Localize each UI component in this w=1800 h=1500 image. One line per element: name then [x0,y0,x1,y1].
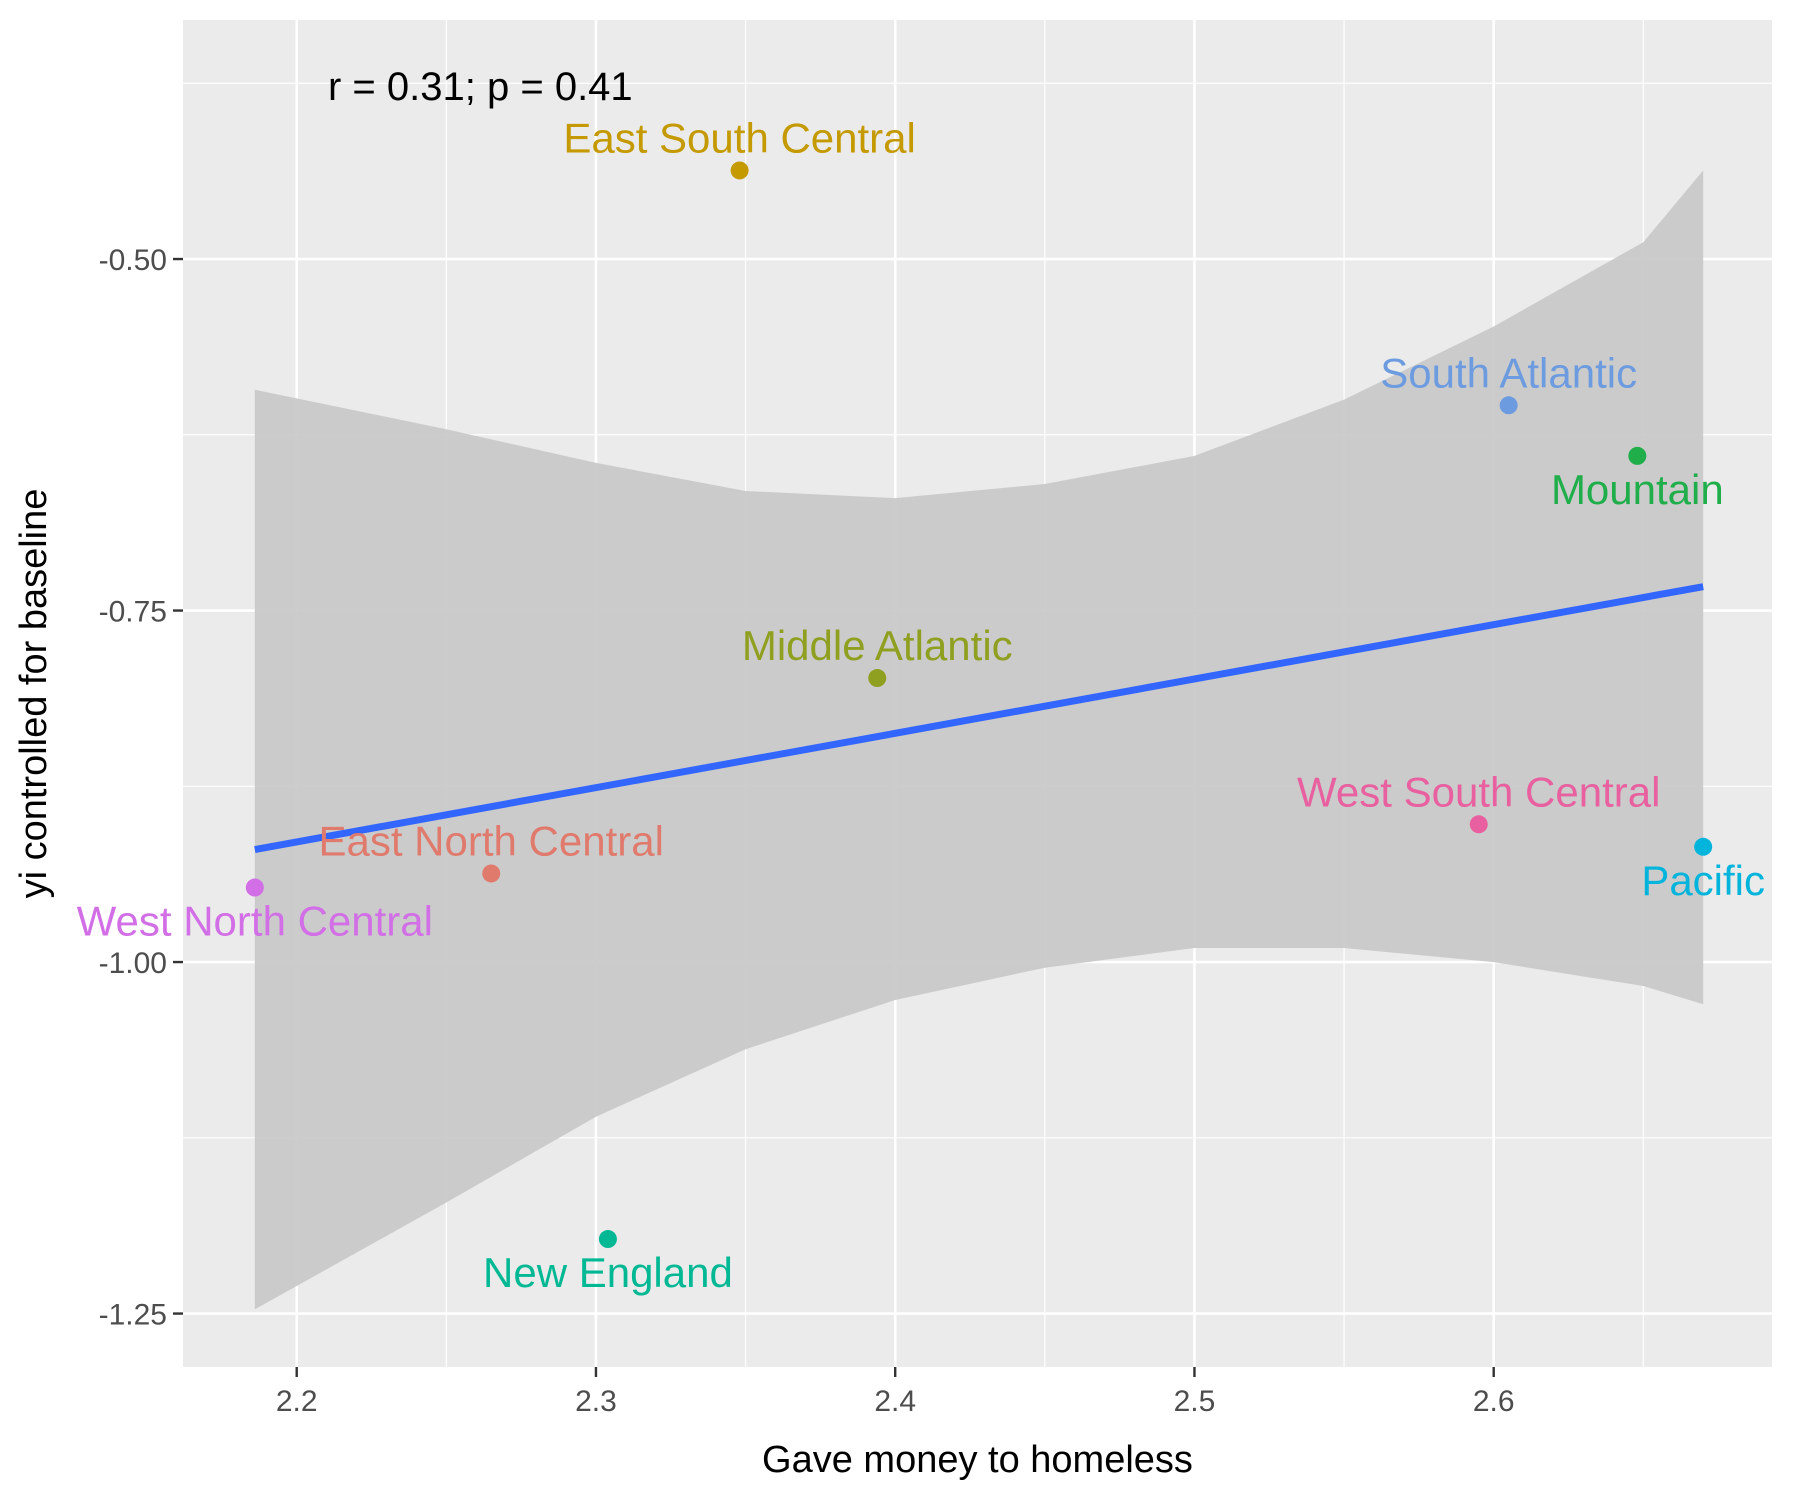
y-tick-label: -0.75 [99,596,167,629]
data-point [598,1230,617,1249]
y-tick-label: -0.50 [99,244,167,277]
data-point [245,878,264,897]
data-point [1499,396,1518,415]
y-tick-label: -1.25 [99,1299,167,1332]
point-label: Mountain [1551,466,1724,513]
x-axis-title: Gave money to homeless [762,1439,1193,1481]
data-point [482,864,501,883]
y-axis: -0.50 -0.75 -1.00 -1.25 [99,244,183,1332]
x-tick-label: 2.4 [874,1385,916,1418]
data-point [730,161,749,180]
correlation-annotation: r = 0.31; p = 0.41 [328,65,633,109]
point-label: East North Central [318,817,663,864]
regression-line [254,583,1704,854]
point-label: Middle Atlantic [742,622,1013,669]
x-tick-label: 2.2 [276,1385,318,1418]
point-label: West North Central [77,898,433,945]
point-label: New England [483,1249,733,1296]
point-label: Pacific [1641,857,1765,904]
data-points [245,161,1713,1249]
point-labels: East South Central South Atlantic Mountain… [77,114,1765,1296]
point-label: South Atlantic [1380,349,1637,396]
data-point [1628,446,1647,465]
data-point [1694,837,1713,856]
point-label: West South Central [1297,768,1660,815]
data-point [868,669,887,688]
y-axis-title: yi controlled for baseline [13,489,55,899]
x-tick-label: 2.6 [1473,1385,1515,1418]
point-label: East South Central [563,114,916,161]
x-tick-label: 2.5 [1174,1385,1216,1418]
data-point [1469,815,1488,834]
confidence-band [254,170,1704,1310]
x-axis: 2.2 2.3 2.4 2.5 2.6 [276,1367,1515,1418]
x-tick-label: 2.3 [575,1385,617,1418]
y-tick-label: -1.00 [99,947,167,980]
